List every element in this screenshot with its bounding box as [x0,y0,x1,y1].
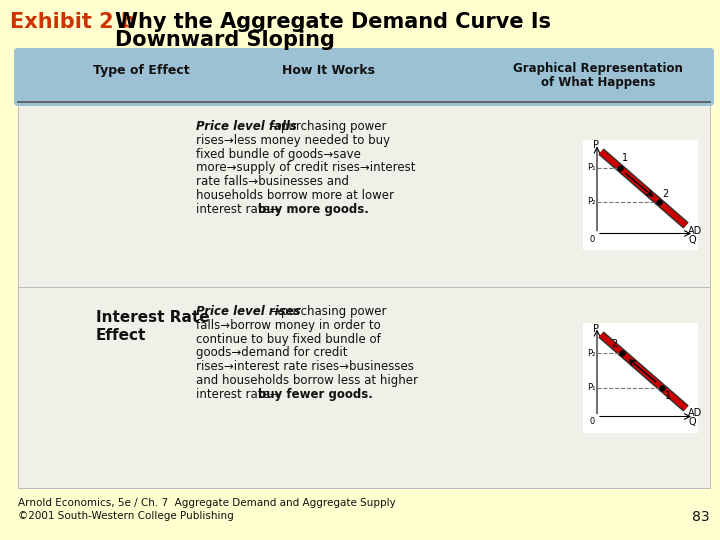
Text: 2: 2 [662,189,668,199]
Text: rises→less money needed to buy: rises→less money needed to buy [196,134,390,147]
Text: households borrow more at lower: households borrow more at lower [196,189,394,202]
Text: P₁: P₁ [588,383,596,392]
Text: Type of Effect: Type of Effect [93,64,189,77]
Text: and households borrow less at higher: and households borrow less at higher [196,374,418,387]
Text: of What Happens: of What Happens [541,76,655,89]
Text: rate falls→businesses and: rate falls→businesses and [196,175,349,188]
Bar [18,52,710,488]
Text: continue to buy fixed bundle of: continue to buy fixed bundle of [196,333,381,346]
Text: Price level falls: Price level falls [196,120,297,133]
Text: falls→borrow money in order to: falls→borrow money in order to [196,319,381,332]
FancyBboxPatch shape [14,48,714,106]
Text: rises→interest rate rises→businesses: rises→interest rate rises→businesses [196,360,414,373]
Text: 83: 83 [693,510,710,524]
Text: 1: 1 [665,391,671,401]
Text: Downward Sloping: Downward Sloping [115,30,335,50]
Text: 0: 0 [590,417,595,427]
Text: ©2001 South-Western College Publishing: ©2001 South-Western College Publishing [18,511,234,521]
Bar [18,52,710,77]
Text: more→supply of credit rises→interest: more→supply of credit rises→interest [196,161,415,174]
Text: goods→demand for credit: goods→demand for credit [196,346,348,360]
Text: How It Works: How It Works [282,64,374,77]
Text: 1: 1 [621,153,628,163]
Text: Q: Q [688,417,696,428]
Bar [18,77,710,102]
Text: P₂: P₂ [588,197,596,206]
Text: 0: 0 [590,234,595,244]
Text: Effect: Effect [96,328,146,343]
Text: →purchasing power: →purchasing power [271,305,387,318]
Text: P: P [593,323,599,334]
Text: AD: AD [688,408,702,418]
Text: fixed bundle of goods→save: fixed bundle of goods→save [196,147,361,160]
Text: Arnold Economics, 5e / Ch. 7  Aggregate Demand and Aggregate Supply: Arnold Economics, 5e / Ch. 7 Aggregate D… [18,498,396,508]
Text: interest rate→: interest rate→ [196,203,279,216]
Text: AD: AD [688,226,702,235]
Text: interest rate→: interest rate→ [196,388,279,401]
Text: P: P [593,140,599,151]
Text: 2: 2 [611,339,617,349]
Text: Graphical Representation: Graphical Representation [513,62,683,75]
Text: buy more goods.: buy more goods. [258,203,369,216]
Text: Interest Rate: Interest Rate [96,309,210,325]
Text: Price level rises: Price level rises [196,305,301,318]
Text: P₁: P₁ [588,163,596,172]
Text: Exhibit 2 b: Exhibit 2 b [10,12,136,32]
Bar [583,322,698,433]
Text: buy fewer goods.: buy fewer goods. [258,388,373,401]
Text: P₂: P₂ [588,348,596,357]
Text: Why the Aggregate Demand Curve Is: Why the Aggregate Demand Curve Is [115,12,551,32]
Bar [583,139,698,249]
Text: Q: Q [688,234,696,245]
Text: →purchasing power: →purchasing power [271,120,387,133]
